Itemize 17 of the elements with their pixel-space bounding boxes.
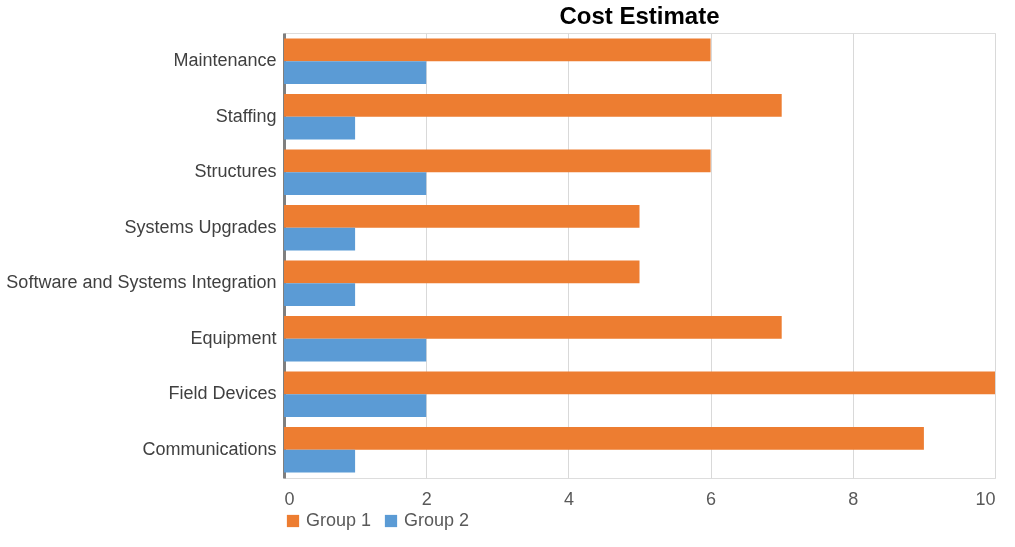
x-tick-label: 6 [706, 488, 717, 509]
chart-title: Cost Estimate [559, 2, 720, 29]
x-tick-label: 0 [284, 488, 295, 509]
x-tick-label: 4 [563, 488, 574, 509]
legend-label: Group 2 [404, 510, 470, 530]
y-tick-label: Field Devices [168, 383, 277, 404]
x-tick-label: 10 [975, 488, 996, 509]
y-tick-label: Communications [142, 438, 277, 459]
y-tick-label: Staffing [215, 105, 277, 126]
y-tick-label: Maintenance [173, 50, 277, 71]
y-tick-label: Software and Systems Integration [6, 272, 277, 293]
y-tick-label: Systems Upgrades [124, 216, 277, 237]
legend-label: Group 1 [306, 510, 372, 530]
y-tick-label: Equipment [190, 327, 277, 348]
x-tick-label: 8 [848, 488, 859, 509]
x-tick-label: 2 [421, 488, 432, 509]
y-tick-label: Structures [194, 161, 277, 182]
